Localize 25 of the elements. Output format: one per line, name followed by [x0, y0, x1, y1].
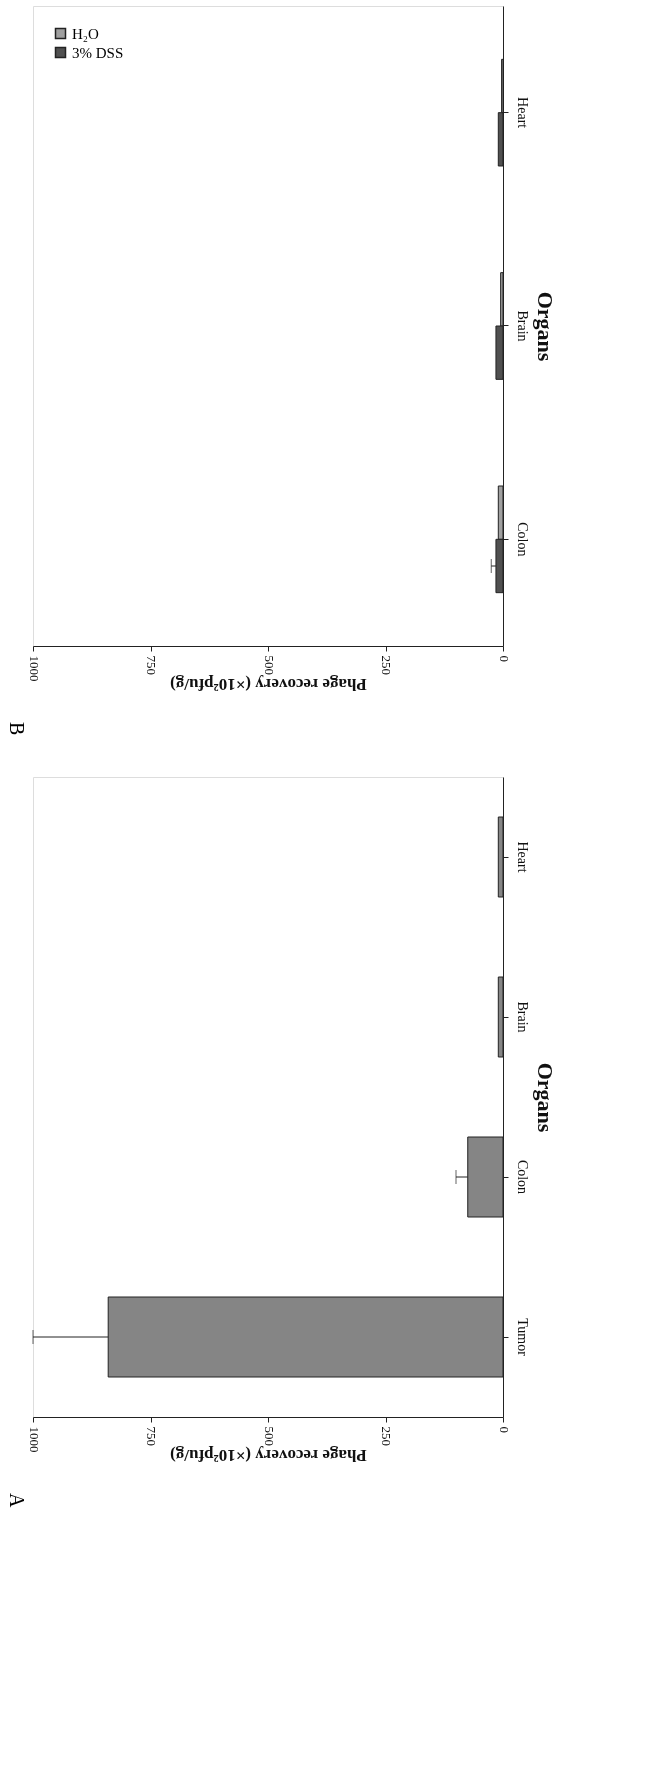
y-tick-label: Colon	[514, 522, 530, 557]
x-tick-label: 500	[261, 655, 277, 675]
y-tick-label: Tumor	[514, 1318, 530, 1357]
x-tick-label: 0	[496, 655, 512, 662]
y-axis-title: Organs	[532, 1062, 558, 1133]
legend-label: 3% DSS	[72, 44, 124, 61]
y-tick-label: Brain	[514, 1001, 530, 1033]
y-tick-label: Heart	[514, 97, 530, 129]
x-tick-label: 250	[379, 655, 394, 675]
x-tick-label: 500	[261, 1426, 277, 1446]
x-axis-title: Phage recovery (×10²pfu/g)	[170, 1445, 367, 1465]
text: B	[6, 722, 28, 736]
x-tick-label: 0	[496, 1426, 512, 1433]
text: A	[6, 1493, 28, 1508]
x-tick-label: 750	[144, 1426, 159, 1446]
x-tick-label: 250	[379, 1426, 394, 1446]
x-tick-label: 750	[144, 655, 159, 675]
x-tick-label: 1000	[26, 1426, 42, 1453]
y-tick-label: Heart	[514, 841, 530, 873]
y-axis-title: Organs	[532, 291, 558, 362]
y-tick-label: Brain	[514, 310, 530, 342]
legend-label: H₂O	[72, 25, 100, 42]
x-tick-label: 1000	[26, 655, 42, 682]
y-tick-label: Colon	[514, 1159, 530, 1195]
x-axis-title: Phage recovery (×10²pfu/g)	[170, 674, 367, 694]
